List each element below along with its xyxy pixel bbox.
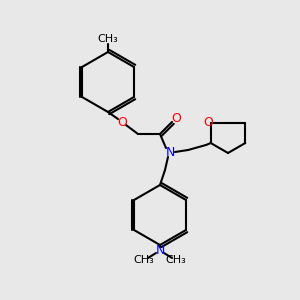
Text: N: N — [165, 146, 175, 158]
Text: CH₃: CH₃ — [166, 255, 186, 265]
Text: CH₃: CH₃ — [134, 255, 154, 265]
Text: O: O — [117, 116, 127, 128]
Text: O: O — [204, 116, 214, 128]
Text: O: O — [171, 112, 181, 124]
Text: N: N — [155, 244, 165, 256]
Text: CH₃: CH₃ — [98, 34, 118, 44]
